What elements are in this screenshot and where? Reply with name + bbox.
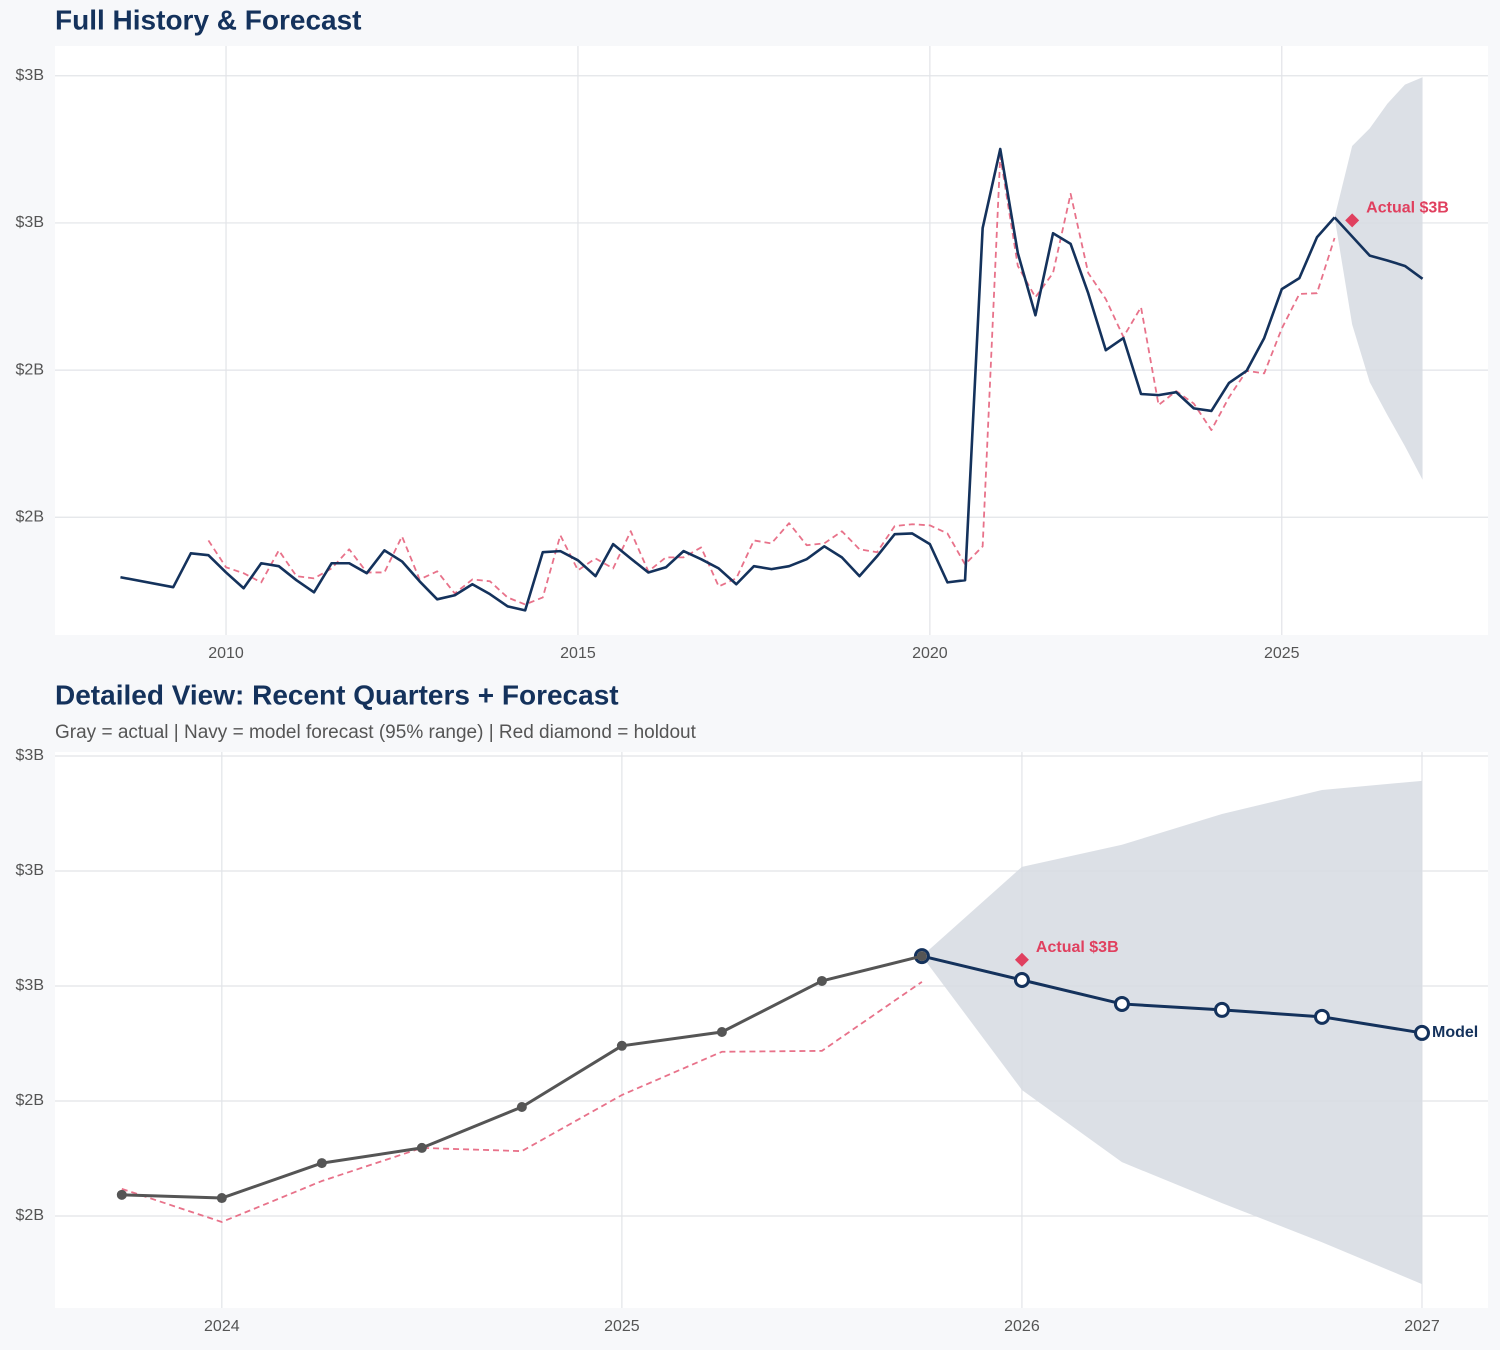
holdout-label: Actual $3B (1036, 939, 1119, 956)
y-tick-label: $3B (16, 67, 44, 84)
x-tick-label: 2027 (1404, 1318, 1440, 1335)
x-tick-label: 2024 (204, 1318, 240, 1335)
point-marker (1013, 972, 1030, 989)
point-marker (116, 1189, 127, 1200)
point-marker (1413, 1024, 1430, 1041)
y-tick-label: $2B (16, 361, 44, 378)
point-marker (416, 1142, 427, 1153)
y-tick-label: $3B (16, 747, 44, 764)
point-marker (1113, 995, 1130, 1012)
point-marker (516, 1101, 527, 1112)
forecast-band (1334, 77, 1423, 480)
forecast-band (921, 780, 1422, 1285)
x-tick-label: 2025 (1264, 645, 1300, 662)
point-marker (1213, 1001, 1230, 1018)
series-line (1333, 216, 1424, 280)
x-tick-label: 2025 (604, 1318, 640, 1335)
chart-subtitle: Gray = actual | Navy = model forecast (9… (55, 722, 697, 743)
point-marker (616, 1040, 627, 1051)
point-marker (816, 975, 827, 986)
x-tick-label: 2010 (208, 645, 244, 662)
series-end-label: Model (1432, 1024, 1478, 1041)
holdout-label: Actual $3B (1366, 200, 1449, 217)
y-tick-label: $2B (16, 508, 44, 525)
y-tick-label: $3B (16, 977, 44, 994)
series-line (921, 954, 1423, 1035)
holdout-diamond (1345, 213, 1360, 228)
chart-title: Full History & Forecast (55, 4, 362, 35)
plot-area (55, 46, 1488, 635)
x-tick-label: 2020 (912, 645, 948, 662)
y-tick-label: $2B (16, 1207, 44, 1224)
x-tick-label: 2026 (1004, 1318, 1040, 1335)
point-marker (716, 1027, 727, 1037)
series-line (120, 147, 1336, 612)
y-tick-label: $2B (16, 1092, 44, 1109)
point-marker (1313, 1008, 1330, 1025)
x-tick-label: 2015 (560, 645, 596, 662)
y-tick-label: $3B (16, 214, 44, 231)
fitted-line (121, 981, 923, 1223)
point-marker (216, 1193, 227, 1204)
point-marker (916, 951, 927, 962)
fitted-line (207, 155, 1336, 606)
point-marker (316, 1158, 327, 1169)
chart-title: Detailed View: Recent Quarters + Forecas… (55, 679, 619, 710)
holdout-diamond (1014, 952, 1029, 967)
y-tick-label: $3B (16, 862, 44, 879)
